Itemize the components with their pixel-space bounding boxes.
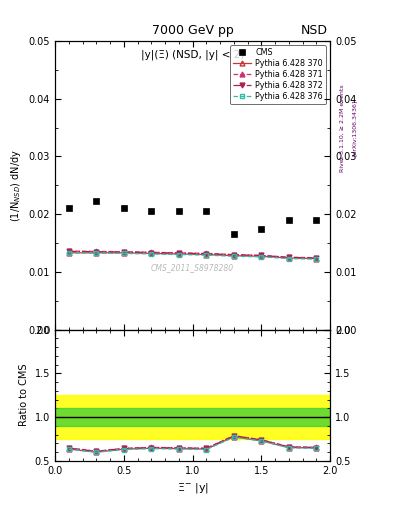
- Pythia 6.428 370: [231, 252, 236, 259]
- CMS: [66, 205, 71, 211]
- CMS: [149, 208, 154, 215]
- Line: Pythia 6.428 372: Pythia 6.428 372: [66, 249, 319, 261]
- Pythia 6.428 376: [204, 252, 209, 258]
- Pythia 6.428 376: [286, 255, 291, 262]
- CMS: [259, 225, 264, 231]
- Pythia 6.428 370: [204, 251, 209, 258]
- Pythia 6.428 376: [231, 253, 236, 260]
- Y-axis label: (1/N$_{NSD}$) dN/dy: (1/N$_{NSD}$) dN/dy: [9, 149, 23, 222]
- Pythia 6.428 376: [149, 251, 154, 257]
- Pythia 6.428 371: [121, 249, 126, 255]
- CMS: [121, 205, 126, 211]
- Line: Pythia 6.428 376: Pythia 6.428 376: [66, 250, 319, 262]
- Pythia 6.428 370: [94, 250, 99, 256]
- Line: Pythia 6.428 370: Pythia 6.428 370: [66, 250, 319, 261]
- Line: CMS: CMS: [66, 198, 320, 238]
- Pythia 6.428 370: [314, 255, 319, 262]
- Pythia 6.428 370: [259, 253, 264, 260]
- Pythia 6.428 371: [231, 251, 236, 258]
- CMS: [204, 208, 209, 215]
- Pythia 6.428 371: [94, 248, 99, 254]
- Pythia 6.428 372: [204, 250, 209, 257]
- Pythia 6.428 372: [314, 255, 319, 261]
- Pythia 6.428 371: [204, 250, 209, 257]
- Pythia 6.428 376: [121, 250, 126, 257]
- Pythia 6.428 372: [149, 249, 154, 255]
- CMS: [286, 217, 291, 223]
- Bar: [55, 408, 330, 426]
- Pythia 6.428 376: [176, 251, 181, 258]
- Pythia 6.428 370: [176, 251, 181, 257]
- Pythia 6.428 372: [231, 252, 236, 258]
- Pythia 6.428 370: [66, 250, 71, 256]
- Text: NSD: NSD: [300, 24, 327, 37]
- X-axis label: $\Xi^{-}$ |y|: $\Xi^{-}$ |y|: [176, 481, 209, 495]
- Pythia 6.428 371: [259, 252, 264, 259]
- Text: [arXiv:1306.3436]: [arXiv:1306.3436]: [352, 100, 357, 156]
- Pythia 6.428 372: [121, 249, 126, 255]
- CMS: [314, 217, 319, 223]
- Pythia 6.428 372: [66, 248, 71, 254]
- Y-axis label: Ratio to CMS: Ratio to CMS: [19, 364, 29, 426]
- Pythia 6.428 372: [286, 254, 291, 261]
- Pythia 6.428 376: [314, 256, 319, 262]
- Pythia 6.428 371: [286, 254, 291, 260]
- Pythia 6.428 376: [94, 250, 99, 256]
- CMS: [94, 198, 99, 204]
- Pythia 6.428 372: [94, 249, 99, 255]
- Pythia 6.428 370: [149, 250, 154, 257]
- Text: |y|(Ξ) (NSD, |y| < 2): |y|(Ξ) (NSD, |y| < 2): [141, 50, 244, 60]
- Pythia 6.428 371: [176, 250, 181, 256]
- Pythia 6.428 371: [66, 248, 71, 254]
- Text: 7000 GeV pp: 7000 GeV pp: [152, 24, 233, 37]
- Pythia 6.428 372: [259, 252, 264, 259]
- Pythia 6.428 376: [66, 250, 71, 256]
- Text: CMS_2011_S8978280: CMS_2011_S8978280: [151, 263, 234, 272]
- Bar: [55, 395, 330, 439]
- Pythia 6.428 370: [286, 255, 291, 261]
- CMS: [231, 231, 236, 238]
- Pythia 6.428 371: [314, 254, 319, 261]
- Pythia 6.428 372: [176, 250, 181, 256]
- Pythia 6.428 376: [259, 254, 264, 260]
- CMS: [176, 208, 181, 215]
- Pythia 6.428 371: [149, 249, 154, 255]
- Line: Pythia 6.428 371: Pythia 6.428 371: [66, 249, 319, 260]
- Legend: CMS, Pythia 6.428 370, Pythia 6.428 371, Pythia 6.428 372, Pythia 6.428 376: CMS, Pythia 6.428 370, Pythia 6.428 371,…: [230, 45, 326, 104]
- Pythia 6.428 370: [121, 250, 126, 256]
- Text: Rivet 3.1.10, ≥ 2.2M events: Rivet 3.1.10, ≥ 2.2M events: [340, 84, 345, 172]
